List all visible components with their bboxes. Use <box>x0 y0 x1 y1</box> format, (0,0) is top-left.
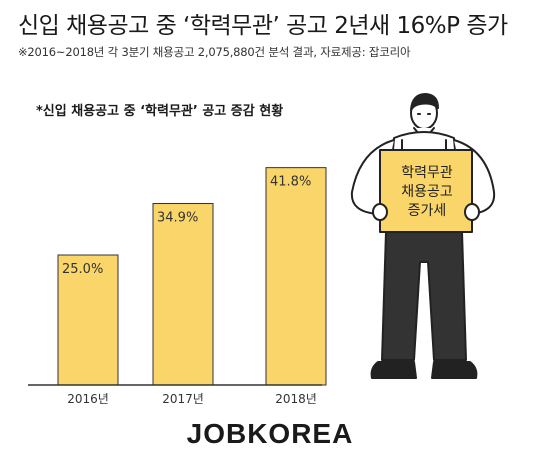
source-note: ※2016~2018년 각 3분기 채용공고 2,075,880건 분석 결과,… <box>18 45 411 59</box>
bar <box>152 203 214 386</box>
brand-logo: JOBKOREA <box>186 418 354 449</box>
sign-line: 채용공고 <box>401 184 453 200</box>
data-label: 34.9% <box>157 211 198 226</box>
x-tick-label: 2018년 <box>275 392 317 406</box>
businessman-illustration <box>350 93 496 379</box>
x-tick-label: 2016년 <box>67 392 109 406</box>
sign-text: 학력무관 채용공고 증가세 <box>385 164 469 221</box>
page-title: 신입 채용공고 중 ‘학력무관’ 공고 2년새 16%P 증가 <box>18 13 508 39</box>
bar <box>265 167 327 386</box>
sign-line: 학력무관 <box>401 165 453 181</box>
data-label: 41.8% <box>270 175 311 190</box>
sign-line: 증가세 <box>407 203 447 219</box>
data-label: 25.0% <box>62 262 103 277</box>
chart-title: *신입 채용공고 중 ‘학력무관’ 공고 증감 현황 <box>36 104 284 119</box>
x-tick-label: 2017년 <box>162 392 204 406</box>
bar <box>57 254 119 386</box>
